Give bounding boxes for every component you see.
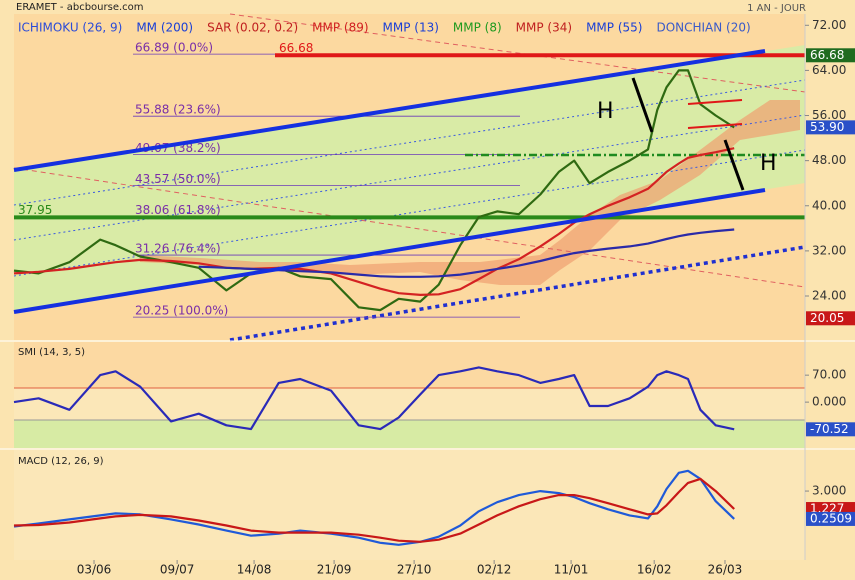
- channel-bottom: [13, 188, 766, 314]
- pattern-line: [687, 123, 743, 129]
- series-line: [198, 228, 735, 278]
- legend-item: MMP (89): [312, 21, 368, 35]
- legend-item: MM (200): [136, 21, 193, 35]
- legend-item: SAR (0.02, 0.2): [207, 21, 298, 35]
- value-tag-label: 20.05: [810, 311, 844, 325]
- panel-title: SMI (14, 3, 5): [18, 347, 85, 358]
- level-label: 66.68: [279, 41, 313, 55]
- value-tag-label: 0.2509: [810, 511, 852, 525]
- y-tick-label: 0.000: [812, 395, 846, 409]
- y-tick-label: 48.00: [812, 153, 846, 167]
- value-tag-label: 66.68: [810, 48, 844, 62]
- value-tag: [806, 511, 855, 526]
- value-tag-label: 53.90: [810, 120, 844, 134]
- fib-label: 55.88 (23.6%): [135, 103, 221, 117]
- value-tag: [806, 120, 855, 135]
- trendline: [229, 13, 806, 93]
- x-tick-label: 03/06: [77, 563, 112, 577]
- fib-label: 49.07 (38.2%): [135, 141, 221, 155]
- value-tag-label: -70.52: [810, 422, 849, 436]
- y-tick-label: 3.000: [812, 484, 846, 498]
- channel-top: [13, 49, 766, 172]
- fib-label: 43.57 (50.0%): [135, 172, 221, 186]
- pattern-line: [687, 99, 743, 105]
- ichimoku-cloud: [140, 100, 800, 285]
- x-tick-label: 11/01: [554, 563, 589, 577]
- y-tick-label: 70.00: [812, 368, 846, 382]
- x-tick-label: 21/09: [317, 563, 352, 577]
- x-tick-label: 02/12: [477, 563, 512, 577]
- series-line: [13, 147, 735, 296]
- series-line: [13, 477, 735, 543]
- level-label: 37.95: [18, 203, 52, 217]
- y-tick-label: 40.00: [812, 198, 846, 212]
- value-tag: [806, 48, 855, 63]
- fib-label: 66.89 (0.0%): [135, 41, 213, 55]
- chart-subtitle: 1 AN - JOUR: [747, 3, 806, 14]
- legend-item: ICHIMOKU (26, 9): [18, 21, 122, 35]
- annotation: H: [760, 151, 777, 176]
- smi-zone: [14, 420, 805, 448]
- value-tag: [806, 311, 855, 326]
- panel-title: MACD (12, 26, 9): [18, 456, 104, 467]
- y-tick-label: 64.00: [812, 63, 846, 77]
- fib-label: 20.25 (100.0%): [135, 304, 228, 318]
- pattern-line: [723, 139, 745, 191]
- x-tick-label: 26/03: [708, 563, 743, 577]
- x-tick-label: 14/08: [237, 563, 272, 577]
- x-tick-label: 09/07: [160, 563, 195, 577]
- channel-mid: [13, 149, 806, 277]
- x-tick-label: 27/10: [397, 563, 432, 577]
- y-tick-label: 32.00: [812, 243, 846, 257]
- value-tag: [806, 422, 855, 437]
- legend-item: MMP (34): [516, 21, 572, 35]
- x-tick-label: 16/02: [637, 563, 672, 577]
- legend-item: MMP (13): [383, 21, 439, 35]
- smi-zone: [14, 342, 805, 388]
- pattern-line: [631, 77, 654, 133]
- annotation: H: [597, 99, 614, 124]
- y-tick-label: 56.00: [812, 108, 846, 122]
- chart-title: ERAMET - abcbourse.com: [16, 2, 144, 13]
- fib-label: 38.06 (61.8%): [135, 203, 221, 217]
- fib-label: 31.26 (76.4%): [135, 242, 221, 256]
- support-line: [229, 245, 806, 342]
- series-line: [13, 366, 735, 431]
- channel-mid: [13, 114, 806, 241]
- y-tick-label: 72.00: [812, 18, 846, 32]
- series-line: [13, 469, 735, 546]
- y-tick-label: 24.00: [812, 289, 846, 303]
- channel-mid: [13, 79, 806, 206]
- smi-zone: [14, 388, 805, 420]
- legend-item: DONCHIAN (20): [656, 21, 750, 35]
- legend-item: MMP (8): [453, 21, 502, 35]
- legend-item: MMP (55): [586, 21, 642, 35]
